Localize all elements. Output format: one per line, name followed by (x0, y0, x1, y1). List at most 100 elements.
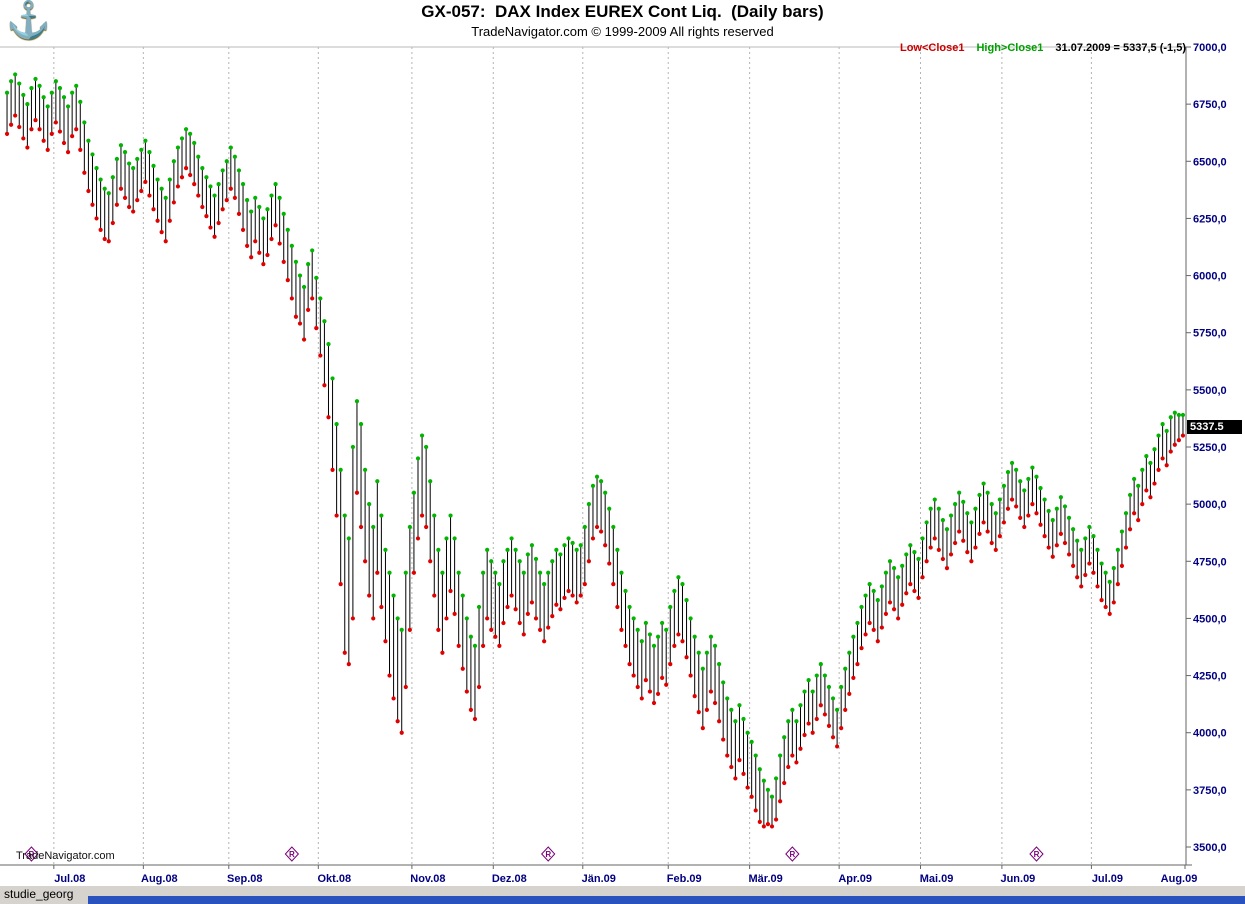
high-dot (847, 650, 852, 655)
high-dot (53, 79, 58, 84)
low-dot (932, 536, 937, 541)
low-dot (1160, 456, 1165, 461)
high-dot (1075, 538, 1080, 543)
low-dot (277, 241, 282, 246)
status-tab[interactable]: studie_georg (4, 887, 74, 901)
high-dot (167, 177, 172, 182)
high-dot (993, 511, 998, 516)
low-dot (830, 735, 836, 740)
low-dot (399, 730, 404, 735)
high-dot (863, 593, 868, 598)
low-dot (704, 707, 709, 712)
svg-text:5000,0: 5000,0 (1193, 499, 1227, 511)
high-dot (265, 207, 270, 212)
high-dot (692, 634, 697, 639)
high-dot (916, 556, 921, 562)
high-dot (285, 227, 290, 232)
low-dot (49, 131, 54, 136)
low-dot (257, 250, 262, 255)
high-dot (1172, 410, 1177, 415)
low-dot (338, 582, 343, 587)
high-dot (424, 444, 429, 450)
high-dot (932, 497, 937, 502)
high-dot (102, 186, 107, 191)
high-dot (350, 444, 355, 450)
rollover-letter: R (1034, 850, 1040, 859)
high-dot (537, 570, 543, 575)
high-dot (1180, 412, 1186, 418)
high-dot (1083, 536, 1088, 541)
high-dot (61, 95, 67, 100)
low-dot (546, 625, 551, 630)
high-dot (708, 634, 714, 639)
low-dot (310, 296, 315, 301)
high-dot (1160, 422, 1165, 427)
high-dot (106, 191, 111, 196)
high-dot (1176, 412, 1181, 418)
high-dot (110, 175, 115, 180)
high-dot (228, 145, 233, 150)
low-dot (513, 607, 518, 612)
low-dot (619, 627, 624, 632)
low-dot (1156, 467, 1161, 472)
high-dot (33, 76, 38, 82)
low-dot (859, 646, 864, 651)
high-dot (668, 604, 673, 610)
high-dot (953, 502, 958, 507)
high-dot (163, 195, 168, 200)
svg-text:Jul.08: Jul.08 (54, 873, 85, 885)
high-dot (627, 604, 632, 610)
high-dot (749, 739, 754, 744)
high-dot (65, 104, 71, 109)
high-dot (513, 547, 518, 552)
low-dot (481, 643, 486, 648)
low-dot (753, 808, 758, 813)
low-dot (879, 625, 884, 630)
low-dot (1172, 442, 1177, 447)
high-dot (151, 163, 156, 168)
high-dot (216, 182, 221, 187)
low-dot (1066, 552, 1072, 557)
low-dot (468, 707, 473, 712)
high-dot (1144, 454, 1149, 459)
high-dot (891, 566, 897, 571)
legend: Low<Close1 High>Close1 31.07.2009 = 5337,5… (888, 42, 1186, 54)
bars-group (4, 72, 1186, 829)
low-dot (301, 337, 307, 342)
low-dot (603, 543, 608, 548)
low-dot (245, 243, 250, 248)
svg-text:4250,0: 4250,0 (1193, 671, 1227, 683)
low-dot (896, 616, 901, 621)
high-dot (875, 598, 880, 603)
high-dot (985, 490, 990, 495)
high-dot (529, 543, 535, 548)
status-bar: studie_georg (0, 886, 1245, 904)
low-dot (802, 732, 807, 738)
high-dot (1071, 527, 1076, 532)
low-dot (969, 559, 974, 564)
high-dot (78, 99, 83, 104)
low-dot (1030, 502, 1035, 507)
high-dot (17, 81, 22, 86)
high-dot (21, 92, 26, 98)
high-dot (574, 547, 579, 552)
low-dot (936, 547, 941, 552)
high-dot (399, 627, 404, 632)
high-dot (757, 767, 762, 772)
high-dot (289, 243, 294, 248)
high-dot (1046, 508, 1051, 514)
high-dot (147, 150, 152, 155)
high-dot (704, 650, 709, 655)
high-dot (745, 730, 750, 735)
high-dot (1107, 579, 1112, 584)
rollover-diamond (24, 846, 39, 862)
high-dot (631, 616, 636, 621)
high-dot (737, 703, 742, 708)
low-dot (29, 127, 34, 132)
low-dot (183, 166, 189, 171)
high-dot (139, 147, 144, 152)
low-dot (806, 721, 811, 726)
low-dot (529, 600, 535, 605)
high-dot (200, 166, 205, 171)
